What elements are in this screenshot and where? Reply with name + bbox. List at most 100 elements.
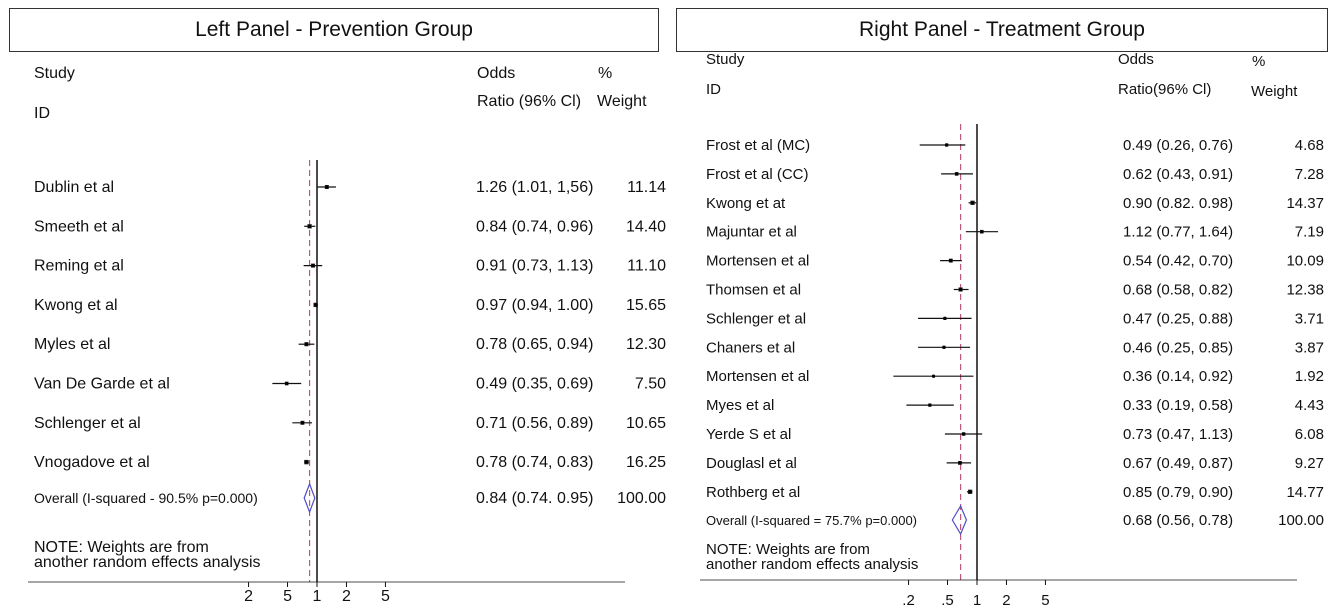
weight-text: 16.25	[626, 454, 666, 471]
x-tick-label: 5	[1041, 592, 1049, 609]
weight-text: 7.19	[1295, 224, 1324, 241]
study-name: Dublin et al	[34, 179, 114, 196]
point-estimate	[980, 230, 984, 234]
ci-text: 0.73 (0.47, 1.13)	[1123, 426, 1233, 443]
study-name: Yerde S et al	[706, 426, 791, 443]
point-estimate	[968, 490, 972, 494]
note-line: another random effects analysis	[34, 554, 261, 571]
weight-text: 10.65	[626, 415, 666, 432]
ci-text: 0.54 (0.42, 0.70)	[1123, 253, 1233, 270]
weight-text: 11.14	[627, 179, 666, 196]
overall-weight-text: 100.00	[617, 490, 666, 507]
ci-text: 1.26 (1.01, 1,56)	[476, 179, 593, 196]
header-id: ID	[706, 81, 721, 98]
header-odds: Odds	[477, 65, 515, 82]
point-estimate	[304, 342, 309, 346]
point-estimate	[943, 316, 947, 320]
weight-text: 12.38	[1286, 282, 1324, 299]
study-name: Frost et al (MC)	[706, 137, 810, 154]
study-name: Van De Garde et al	[34, 376, 170, 393]
point-estimate	[307, 224, 312, 228]
point-estimate	[955, 172, 959, 176]
ci-text: 0.84 (0.74, 0.96)	[476, 218, 593, 235]
header-study: Study	[34, 65, 75, 82]
study-name: Douglasl et al	[706, 455, 797, 472]
study-name: Kwong et al	[34, 297, 118, 314]
overall-ci-text: 0.68 (0.56, 0.78)	[1123, 512, 1233, 529]
point-estimate	[962, 432, 966, 436]
study-name: Majuntar et al	[706, 224, 797, 241]
x-tick-label: .2	[902, 592, 915, 609]
x-tick-label: 5	[283, 588, 292, 605]
point-estimate	[949, 259, 953, 263]
ci-text: 0.71 (0.56, 0.89)	[476, 415, 593, 432]
ci-text: 0.68 (0.58, 0.82)	[1123, 282, 1233, 299]
ci-text: 0.85 (0.79, 0.90)	[1123, 484, 1233, 501]
point-estimate	[304, 460, 309, 464]
study-name: Reming et al	[34, 258, 124, 275]
header-weight: Weight	[597, 93, 647, 110]
header-id: ID	[34, 105, 50, 122]
ci-text: 0.33 (0.19, 0.58)	[1123, 397, 1233, 414]
x-tick-label: 2	[244, 588, 253, 605]
ci-text: 0.78 (0.74, 0.83)	[476, 454, 593, 471]
point-estimate	[325, 185, 329, 189]
weight-text: 14.40	[626, 218, 666, 235]
weight-text: 9.27	[1295, 455, 1324, 472]
x-tick-label: 2	[342, 588, 351, 605]
point-estimate	[970, 201, 975, 205]
x-tick-label: 1	[313, 588, 322, 605]
left-forest-plot: Left Panel - Prevention Group Study ID Odd…	[9, 8, 666, 605]
header-weight: Weight	[1251, 83, 1298, 100]
point-estimate	[945, 143, 949, 147]
ci-text: 0.91 (0.73, 1.13)	[476, 258, 593, 275]
ci-text: 0.67 (0.49, 0.87)	[1123, 455, 1233, 472]
weight-text: 7.50	[635, 376, 666, 393]
header-percent: %	[1252, 53, 1265, 70]
ci-text: 0.49 (0.35, 0.69)	[476, 376, 593, 393]
point-estimate	[300, 421, 305, 425]
weight-text: 14.37	[1286, 195, 1324, 212]
study-name: Myles et al	[34, 336, 110, 353]
study-name: Vnogadove et al	[34, 454, 150, 471]
point-estimate	[931, 374, 936, 378]
x-tick-label: 2	[1002, 592, 1010, 609]
study-name: Rothberg et al	[706, 484, 800, 501]
ci-text: 0.46 (0.25, 0.85)	[1123, 339, 1233, 356]
point-estimate	[311, 264, 315, 268]
point-estimate	[958, 461, 962, 465]
weight-text: 4.43	[1295, 397, 1324, 414]
study-name: Kwong et at	[706, 195, 786, 212]
right-forest-svg: Study ID Odds Ratio(96% Cl)% Weight Frost et …	[700, 51, 1324, 609]
study-name: Thomsen et al	[706, 282, 801, 299]
study-name: Schlenger et al	[706, 310, 806, 327]
note-line: NOTE: Weights are from	[706, 541, 870, 558]
right-forest-plot: Right Panel - Treatment Group Study ID Odd…	[672, 0, 1328, 609]
ci-text: 1.12 (0.77, 1.64)	[1123, 224, 1233, 241]
right-panel-title: Right Panel - Treatment Group	[676, 8, 1328, 52]
x-tick-label: .5	[941, 592, 954, 609]
ci-text: 0.78 (0.65, 0.94)	[476, 336, 593, 353]
weight-text: 3.87	[1295, 339, 1324, 356]
weight-text: 10.09	[1286, 253, 1324, 270]
header-study: Study	[706, 51, 745, 68]
point-estimate	[942, 345, 946, 349]
weight-text: 1.92	[1295, 368, 1324, 385]
study-name: Smeeth et al	[34, 218, 124, 235]
left-panel-title: Left Panel - Prevention Group	[9, 8, 659, 52]
point-estimate	[928, 403, 932, 407]
overall-diamond	[303, 482, 316, 514]
overall-label: Overall (I-squared = 75.7% p=0.000)	[706, 513, 917, 528]
overall-diamond	[951, 504, 968, 536]
header-percent: %	[598, 65, 612, 82]
ci-text: 0.90 (0.82. 0.98)	[1123, 195, 1233, 212]
weight-text: 6.08	[1295, 426, 1324, 443]
weight-text: 11.10	[627, 258, 666, 275]
note-line: another random effects analysis	[706, 556, 918, 573]
point-estimate	[958, 287, 963, 292]
point-estimate	[285, 381, 289, 386]
ci-text: 0.47 (0.25, 0.88)	[1123, 310, 1233, 327]
study-name: Myes et al	[706, 397, 774, 414]
weight-text: 3.71	[1295, 310, 1324, 327]
study-name: Chaners et al	[706, 339, 795, 356]
